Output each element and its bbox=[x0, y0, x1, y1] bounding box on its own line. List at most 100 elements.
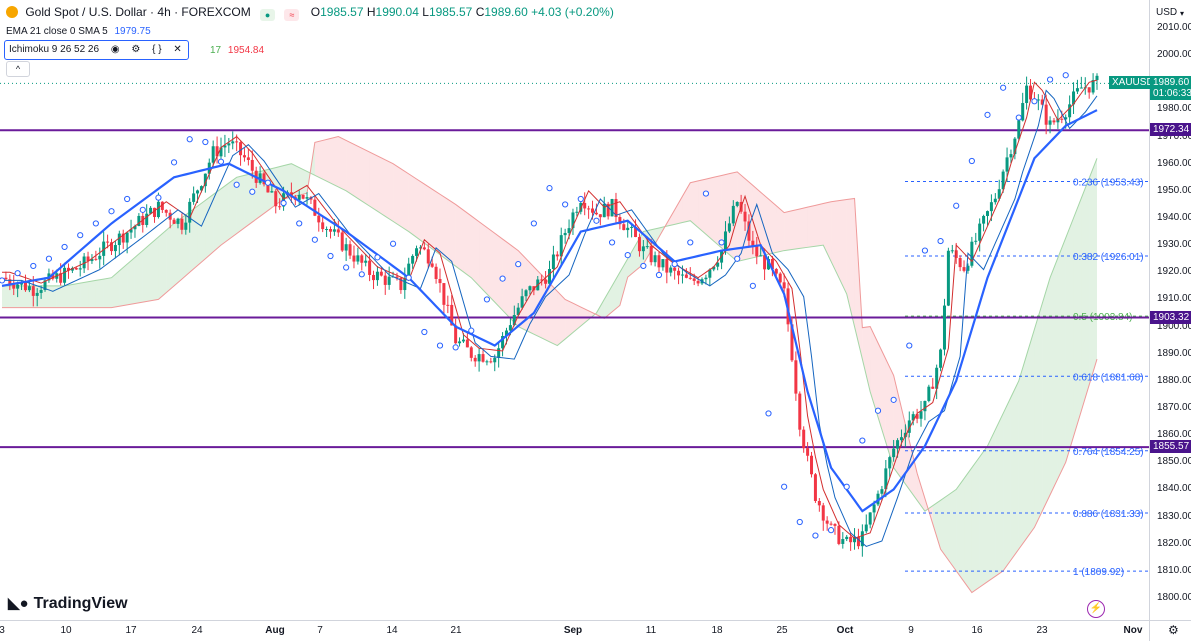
down-candle bbox=[465, 339, 469, 348]
lagging-span-dot bbox=[765, 410, 772, 417]
up-candle bbox=[512, 315, 516, 326]
horizontal-levels[interactable] bbox=[0, 129, 1149, 449]
price-chart[interactable]: 0.236 (1953.43)0.382 (1926.01)0.5 (1903.… bbox=[0, 0, 1149, 620]
up-candle bbox=[1095, 75, 1099, 81]
up-candle bbox=[911, 414, 915, 421]
up-candle bbox=[989, 202, 993, 212]
price-axis[interactable]: USD ▾ 2010.002000.001990.001980.001970.0… bbox=[1149, 0, 1191, 620]
lagging-span-dot bbox=[499, 275, 506, 282]
source-code-icon[interactable]: { } bbox=[152, 44, 162, 55]
down-candle bbox=[1052, 120, 1056, 123]
down-candle bbox=[770, 258, 774, 269]
cloud-segment bbox=[150, 237, 159, 301]
collapse-legend-button[interactable]: ^ bbox=[6, 61, 30, 77]
cloud-segment bbox=[815, 203, 824, 247]
down-candle bbox=[1029, 85, 1033, 100]
up-candle bbox=[82, 256, 86, 269]
price-tick: 1930.00 bbox=[1157, 239, 1191, 251]
kijun-line bbox=[2, 89, 1098, 547]
lagging-span-dot bbox=[264, 179, 272, 186]
close-icon[interactable]: ✕ bbox=[173, 44, 182, 55]
cloud-segment bbox=[565, 299, 573, 340]
down-candle bbox=[74, 267, 78, 270]
time-tick: 17 bbox=[125, 625, 137, 636]
up-candle bbox=[137, 215, 141, 226]
cloud-segment bbox=[236, 175, 245, 234]
price-tick: 1860.00 bbox=[1157, 429, 1191, 441]
down-candle bbox=[160, 201, 164, 210]
cloud-segment bbox=[878, 342, 886, 443]
ema-legend[interactable]: EMA 21 close 0 SMA 5 1979.75 bbox=[6, 26, 151, 37]
lagging-span-dot bbox=[139, 206, 146, 213]
down-candle bbox=[782, 282, 786, 289]
low-value: 1985.57 bbox=[428, 5, 473, 19]
lagging-span-dot bbox=[170, 159, 178, 166]
level-price-tag: 1903.32 bbox=[1150, 310, 1191, 324]
settings-icon[interactable]: ⚙ bbox=[131, 44, 141, 55]
lagging-span-dot bbox=[421, 328, 428, 336]
cloud-segment bbox=[682, 182, 691, 223]
up-candle bbox=[853, 536, 857, 543]
lagging-span-dot bbox=[781, 483, 788, 490]
up-candle bbox=[559, 235, 563, 257]
down-candle bbox=[798, 393, 802, 430]
cloud-segment bbox=[1081, 178, 1090, 411]
up-candle bbox=[403, 278, 407, 291]
down-candle bbox=[837, 525, 841, 544]
axis-settings-corner: ⚙ bbox=[1149, 620, 1191, 641]
eye-icon[interactable]: ◉ bbox=[110, 44, 120, 55]
up-candle bbox=[978, 223, 982, 241]
ichimoku-value-1: 17 bbox=[210, 45, 222, 56]
cloud-segment bbox=[987, 429, 996, 582]
symbol-title[interactable]: Gold Spot / U.S. Dollar · 4h · FOREXCOM bbox=[25, 5, 251, 19]
cloud-segment bbox=[979, 446, 988, 588]
time-tick: 24 bbox=[191, 625, 203, 636]
up-candle bbox=[305, 197, 309, 199]
price-tick: 1940.00 bbox=[1157, 212, 1191, 223]
up-candle bbox=[571, 212, 575, 229]
down-candle bbox=[446, 304, 450, 306]
fibonacci-retracement[interactable]: 0.236 (1953.43)0.382 (1926.01)0.5 (1903.… bbox=[905, 178, 1149, 579]
cloud-segment bbox=[244, 173, 253, 228]
up-candle bbox=[970, 241, 974, 266]
time-tick: 23 bbox=[1036, 625, 1048, 636]
cloud-segment bbox=[838, 199, 847, 294]
down-candle bbox=[329, 229, 332, 232]
ichimoku-label: Ichimoku 9 26 52 26 bbox=[9, 44, 100, 55]
currency-selector[interactable]: USD ▾ bbox=[1150, 0, 1191, 26]
up-candle bbox=[364, 260, 368, 263]
up-candle bbox=[602, 203, 606, 218]
lightning-icon[interactable]: ⚡ bbox=[1087, 600, 1105, 618]
gear-icon[interactable]: ⚙ bbox=[1168, 623, 1179, 637]
ichimoku-legend[interactable]: Ichimoku 9 26 52 26 ◉ ⚙ { } ✕ bbox=[4, 40, 189, 60]
time-axis[interactable]: 3 10 17 24 Aug 7 14 21 Sep 11 18 25 Oct 9 16 23 Nov bbox=[0, 620, 1149, 641]
cloud-segment bbox=[1057, 237, 1066, 479]
ema-label: EMA 21 close 0 SMA 5 bbox=[6, 26, 108, 37]
down-candle bbox=[250, 159, 254, 171]
cloud-segment bbox=[174, 217, 182, 286]
down-candle bbox=[274, 191, 278, 207]
down-candle bbox=[434, 266, 438, 279]
up-candle bbox=[610, 199, 614, 217]
up-candle bbox=[716, 262, 720, 267]
time-tick: Oct bbox=[836, 625, 854, 636]
lagging-span-dot bbox=[186, 136, 193, 143]
up-candle bbox=[1025, 85, 1029, 104]
cloud-segment bbox=[932, 500, 941, 550]
up-candle bbox=[950, 250, 954, 252]
tradingview-logo[interactable]: ◣● TradingView bbox=[8, 594, 128, 613]
market-open-icon[interactable]: ● bbox=[260, 9, 276, 21]
lagging-span-dot bbox=[968, 157, 975, 165]
up-candle bbox=[117, 233, 121, 246]
wave-icon[interactable]: ≈ bbox=[284, 9, 300, 21]
cloud-segment bbox=[776, 205, 785, 253]
lagging-span-dot bbox=[859, 437, 866, 444]
lagging-span-dot bbox=[30, 262, 37, 270]
up-candle bbox=[982, 215, 986, 224]
cloud-segment bbox=[831, 200, 839, 278]
cloud-segment bbox=[604, 285, 613, 319]
high-value: 1990.04 bbox=[375, 5, 419, 19]
up-candle bbox=[1013, 138, 1017, 155]
cloud-segment bbox=[330, 136, 339, 187]
up-candle bbox=[567, 228, 571, 233]
